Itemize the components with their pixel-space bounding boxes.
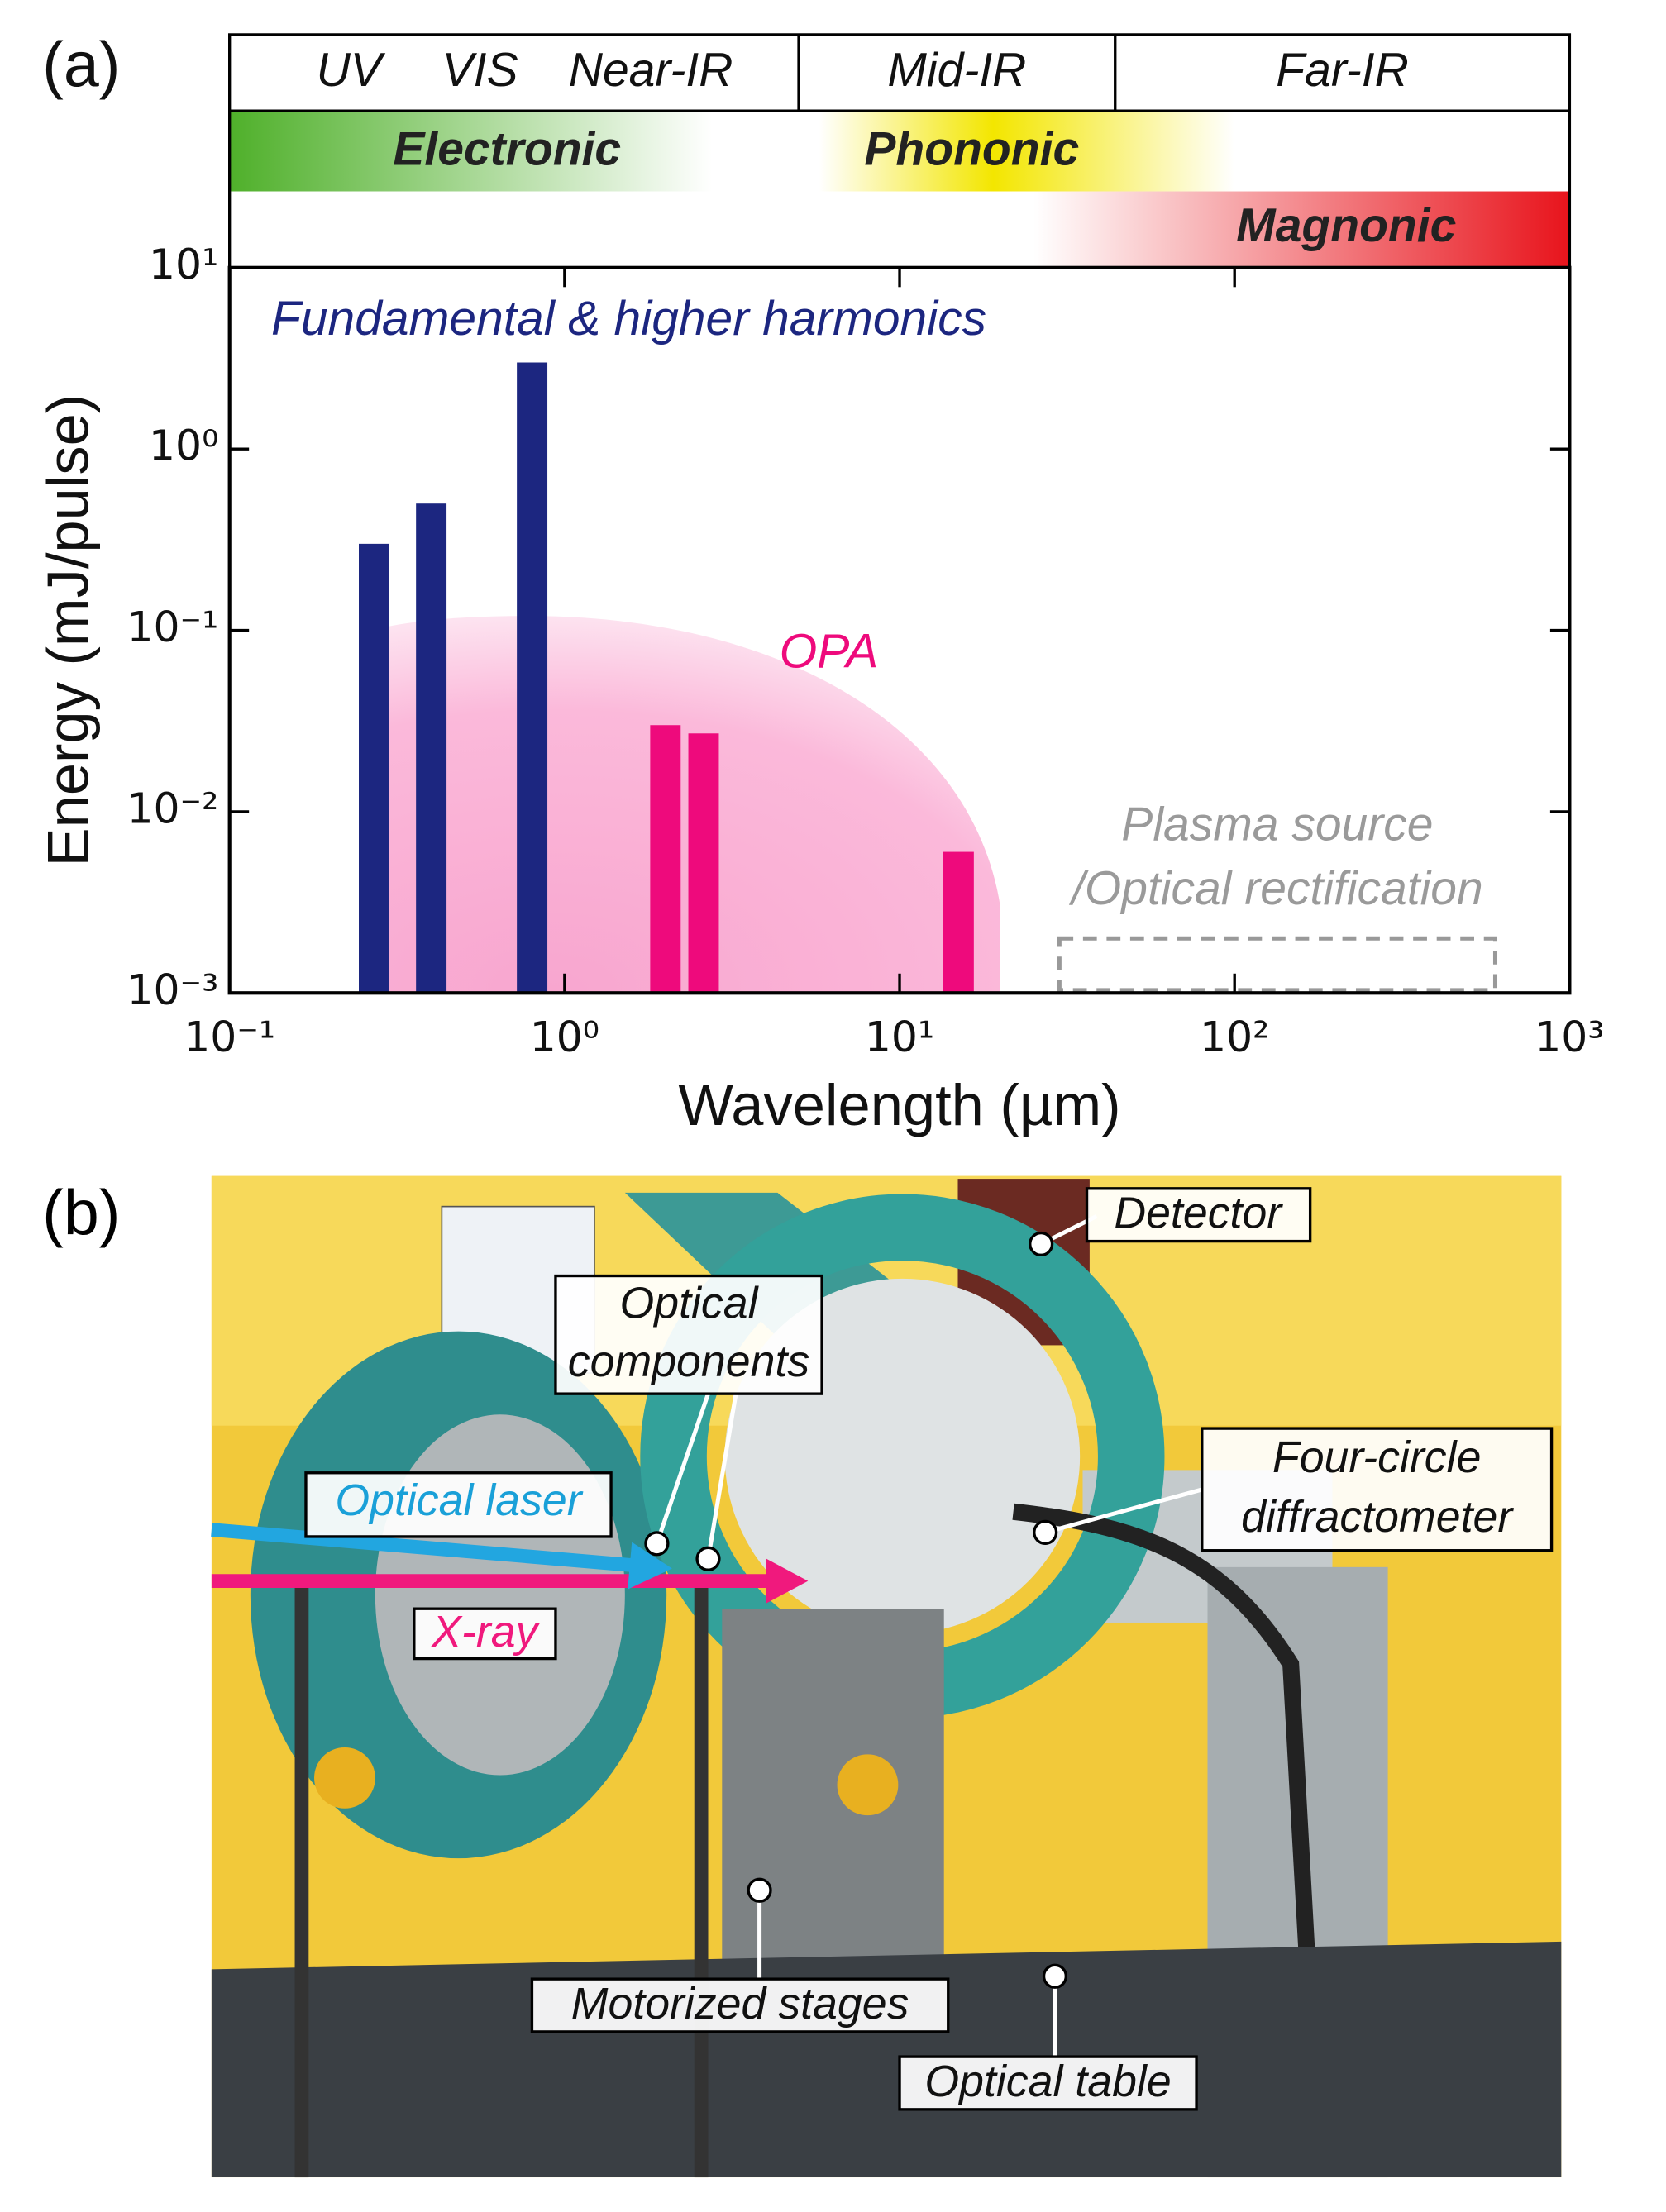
optical-table <box>211 1941 1562 2178</box>
opa-region <box>362 616 1001 994</box>
label-box <box>554 1274 823 1395</box>
region-label: UV <box>317 44 386 97</box>
region-label: VIS <box>442 44 518 97</box>
panel-label: (b) <box>42 1177 120 1248</box>
chart: UV VIS Near-IR Mid-IR Far-IR Electronic Phonon… <box>36 29 1605 1137</box>
region-label: Near-IR <box>569 44 733 97</box>
marker-dot <box>1029 1231 1054 1257</box>
marker-dot <box>1033 1519 1058 1546</box>
x-tick-label: 10¹ <box>865 1013 934 1061</box>
excitation-label: Phononic <box>864 123 1079 176</box>
leader <box>706 1393 738 1560</box>
annotation-text: /Optical rectification <box>1068 862 1483 915</box>
marker-dot <box>747 1877 772 1903</box>
marker-dot <box>1042 1963 1068 1989</box>
label-box <box>898 2055 1198 2111</box>
panel-label: (a) <box>42 29 120 100</box>
label-box <box>1201 1427 1554 1552</box>
excitation-label: Electronic <box>393 123 621 176</box>
bar <box>943 851 974 994</box>
band-excitation <box>229 111 1570 192</box>
bar <box>416 503 447 994</box>
x-tick-label: 10² <box>1200 1013 1269 1061</box>
marker-dot <box>644 1531 670 1557</box>
leader <box>655 1393 710 1545</box>
bar <box>688 733 719 994</box>
cable <box>1012 1503 1327 2164</box>
y-tick-label: 10¹ <box>149 240 218 288</box>
region-label: Far-IR <box>1276 44 1409 97</box>
arrowhead <box>766 1558 809 1604</box>
x-axis-title: Wavelength (µm) <box>678 1072 1120 1137</box>
photo-label: Detector <box>1114 1189 1283 1238</box>
photo-label: X-ray <box>430 1607 540 1657</box>
photo-label: diffractometer <box>1241 1492 1514 1542</box>
knob <box>837 1754 899 1816</box>
x-tick-label: 10⁰ <box>530 1013 599 1061</box>
bar <box>359 543 389 994</box>
post <box>294 1580 309 2178</box>
arrowhead <box>628 1542 672 1590</box>
label-box <box>413 1607 557 1661</box>
band-excitation <box>229 191 1570 268</box>
annotation-text: Plasma source <box>1121 799 1433 851</box>
photo-label: Optical laser <box>335 1475 583 1525</box>
marker-dot <box>695 1546 721 1571</box>
bar <box>517 362 548 994</box>
label-box <box>1085 1187 1312 1243</box>
series-label: Fundamental & higher harmonics <box>271 292 986 346</box>
y-tick-label: 10⁻² <box>127 784 218 832</box>
y-tick-label: 10⁰ <box>149 422 218 470</box>
y-axis-title: Energy (mJ/pulse) <box>36 394 101 867</box>
excitation-label: Magnonic <box>1236 199 1456 252</box>
photo: Detector Optical components Four-circle … <box>42 1175 1562 2178</box>
sample-stage <box>722 1609 944 1970</box>
x-tick-label: 10³ <box>1535 1013 1604 1061</box>
series-label: OPA <box>780 624 879 678</box>
y-tick-label: 10⁻¹ <box>127 603 218 651</box>
annotation-box <box>1057 936 1498 993</box>
photo-label: Optical <box>619 1279 759 1328</box>
post <box>694 1580 709 2178</box>
photo-label: components <box>568 1337 809 1386</box>
label-box <box>530 1977 950 2033</box>
photo-label: Four-circle <box>1272 1433 1482 1482</box>
photo-label: Optical table <box>924 2057 1171 2106</box>
photo-label: Motorized stages <box>571 1979 909 2028</box>
bar <box>650 725 681 994</box>
laser-beam <box>211 1523 640 1573</box>
y-tick-label: 10⁻³ <box>127 965 218 1014</box>
knob <box>314 1747 375 1809</box>
ring-left-inner <box>375 1414 625 1776</box>
leader <box>1044 1487 1203 1535</box>
x-tick-label: 10⁻¹ <box>184 1013 275 1061</box>
label-box <box>304 1471 613 1538</box>
region-label: Mid-IR <box>887 44 1026 97</box>
